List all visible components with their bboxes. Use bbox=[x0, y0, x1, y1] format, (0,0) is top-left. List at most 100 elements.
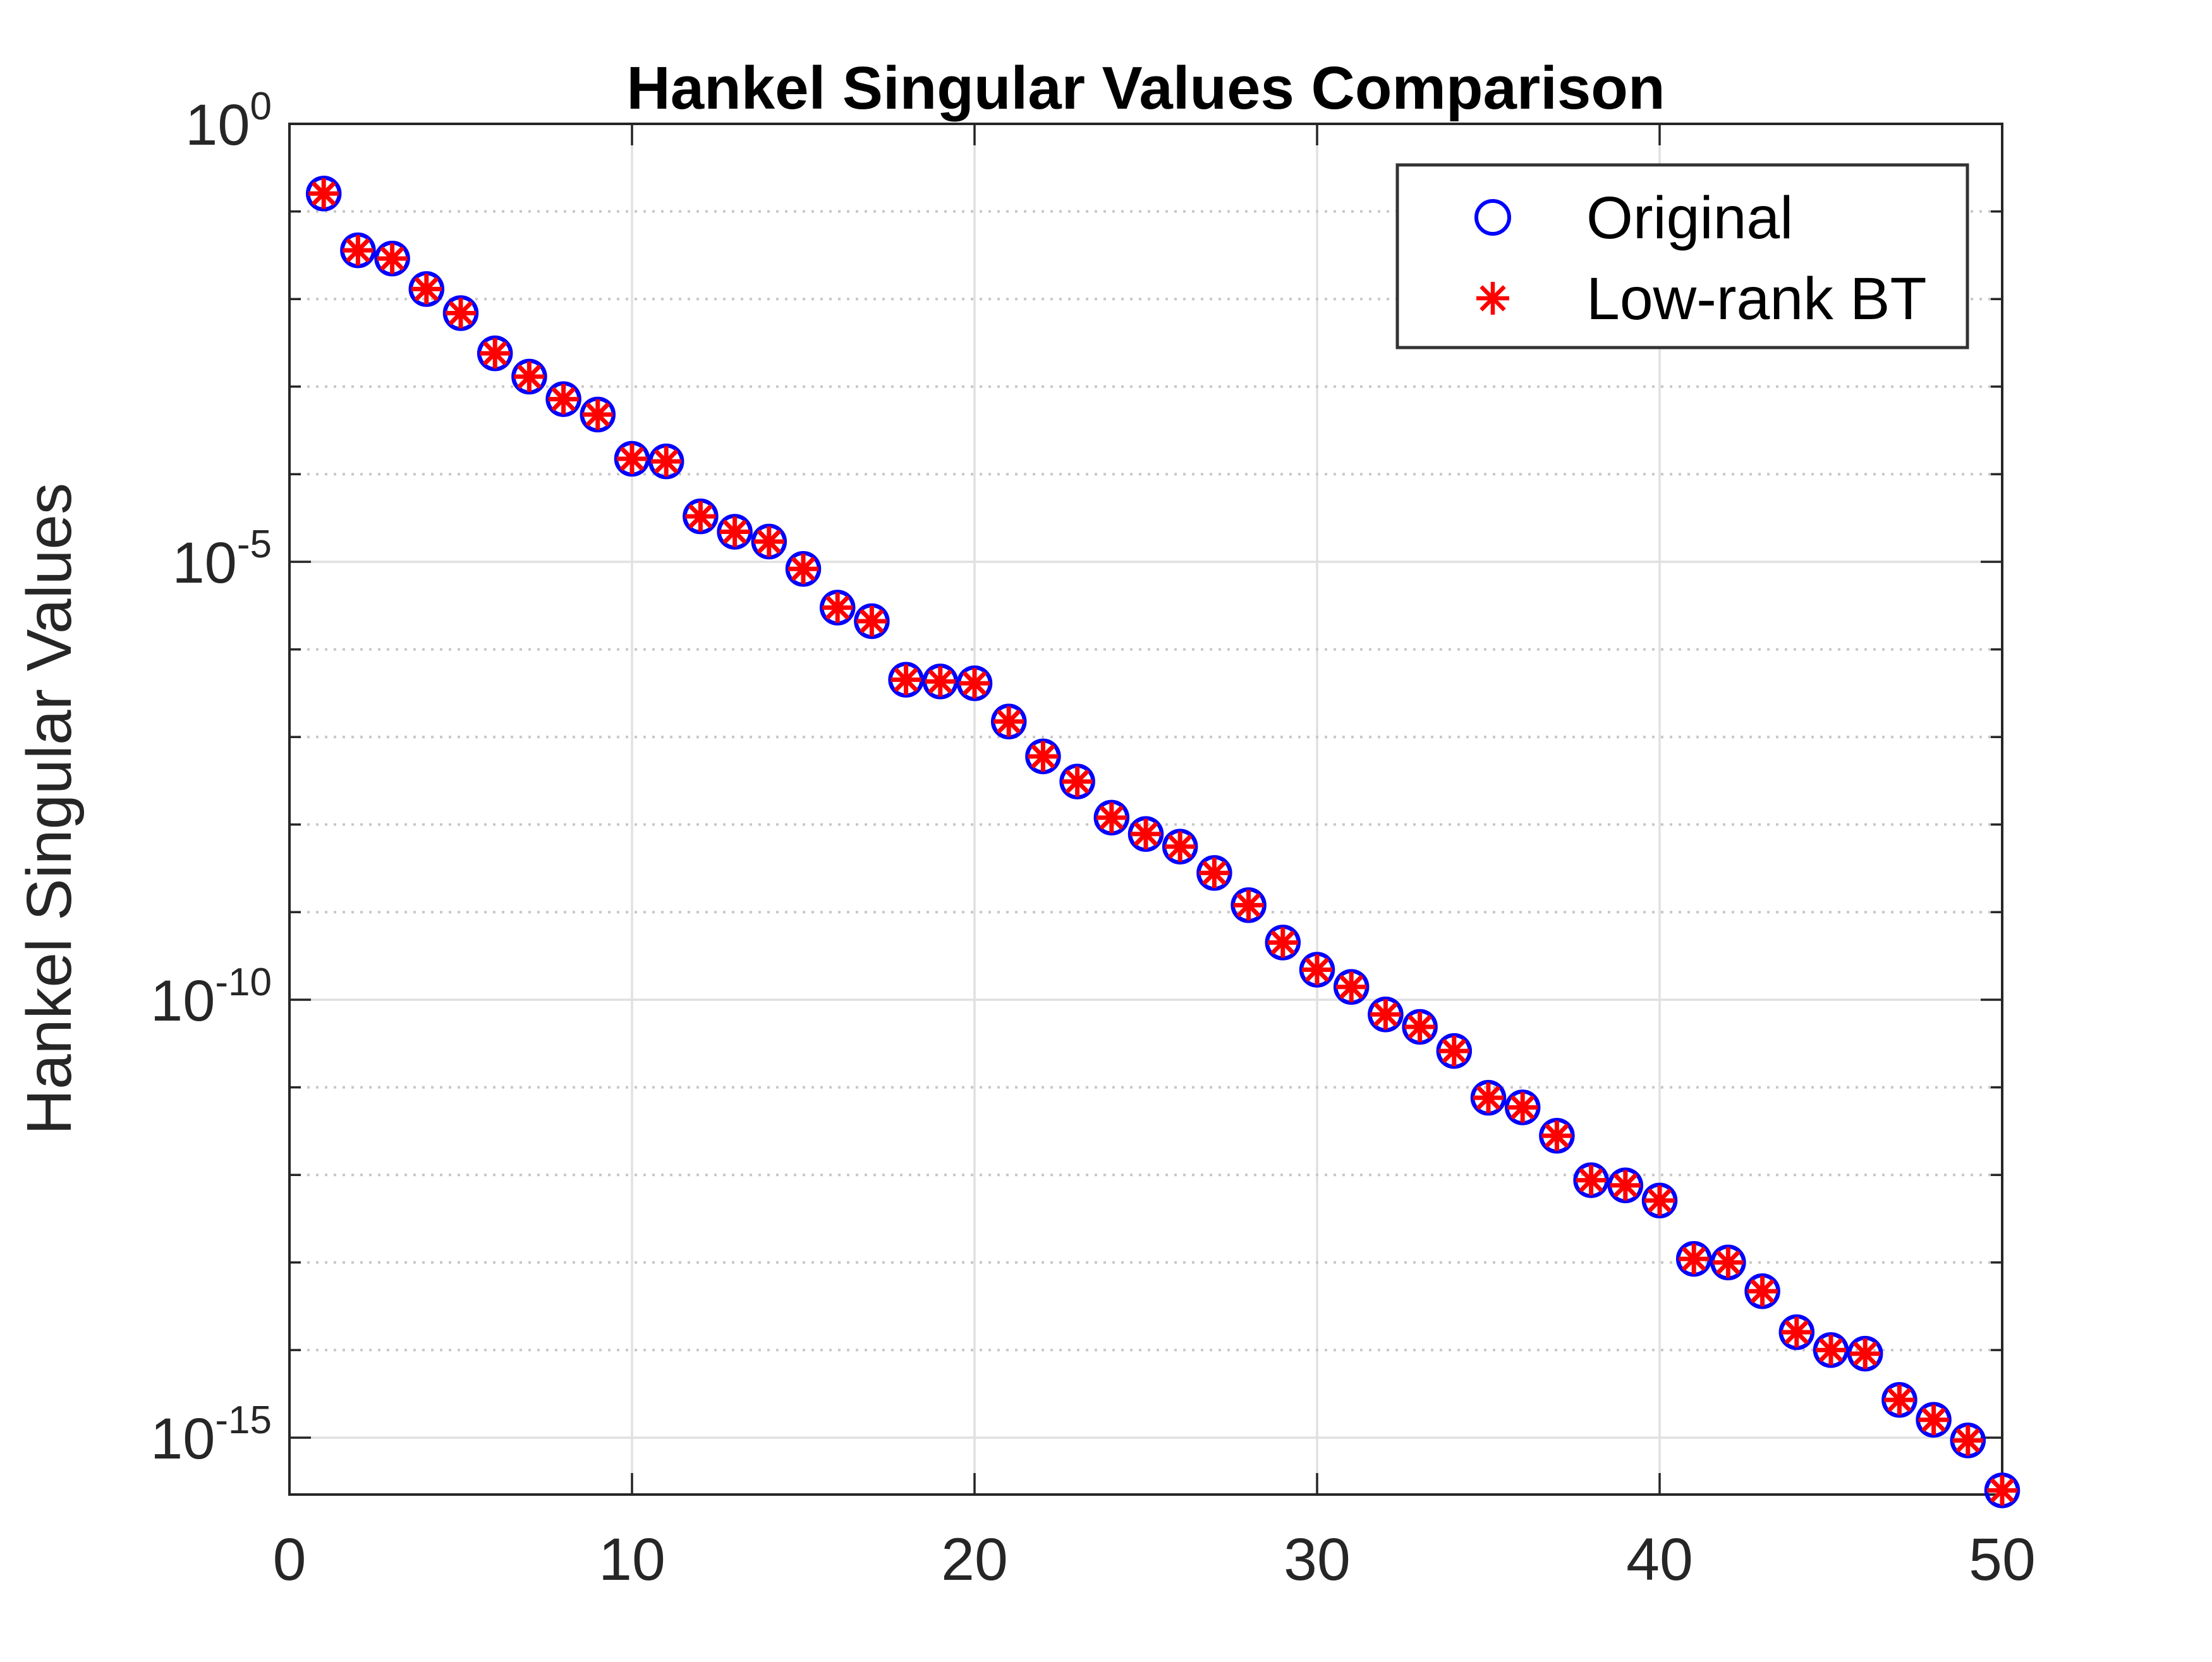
lowrank-bt-marker bbox=[1507, 1092, 1538, 1123]
original-marker bbox=[1847, 1335, 1883, 1372]
original-marker bbox=[1299, 952, 1335, 988]
original-marker bbox=[1710, 1244, 1746, 1281]
lowrank-bt-marker bbox=[788, 554, 818, 585]
plot-frame bbox=[288, 123, 2003, 1496]
x-tick-label: 10 bbox=[599, 1526, 665, 1593]
lowrank-bt-marker bbox=[651, 446, 682, 477]
lowrank-bt-marker bbox=[1473, 1083, 1504, 1113]
original-marker bbox=[477, 335, 513, 372]
asterisk-icon bbox=[1476, 282, 1509, 315]
original-marker bbox=[1641, 1182, 1678, 1218]
original-marker bbox=[717, 514, 753, 550]
lowrank-bt-marker bbox=[1850, 1338, 1881, 1369]
original-marker bbox=[888, 662, 924, 698]
lowrank-bt-marker bbox=[856, 605, 887, 636]
legend-box bbox=[1395, 163, 1969, 349]
original-marker bbox=[683, 498, 719, 535]
tick-label-layer: 0 10 20 30 40 50 100 10-5 10-10 10-15 bbox=[150, 85, 2036, 1593]
original-marker bbox=[1059, 763, 1095, 799]
lowrank-bt-marker bbox=[1747, 1276, 1778, 1307]
y-axis-label: Hankel Singular Values bbox=[14, 483, 85, 1135]
tick-layer bbox=[289, 123, 2002, 1495]
y-tick-label: 100 bbox=[185, 85, 272, 157]
original-marker bbox=[1127, 816, 1164, 852]
original-marker bbox=[305, 176, 342, 212]
original-marker bbox=[1265, 925, 1301, 961]
lowrank-bt-marker bbox=[1644, 1185, 1675, 1216]
x-tick-label: 0 bbox=[273, 1526, 307, 1593]
lowrank-bt-marker bbox=[411, 274, 442, 305]
lowrank-bt-marker bbox=[822, 592, 853, 623]
original-marker bbox=[1881, 1381, 1917, 1418]
lowrank-bt-marker bbox=[1952, 1425, 1983, 1456]
lowrank-bt-marker bbox=[514, 361, 545, 392]
lowrank-bt-marker bbox=[753, 526, 784, 557]
lowrank-bt-marker bbox=[1233, 890, 1264, 921]
lowrank-bt-marker bbox=[890, 664, 921, 695]
lowrank-bt-marker bbox=[377, 243, 408, 274]
lowrank-bt-marker bbox=[343, 235, 374, 266]
y-tick-label: 10-5 bbox=[173, 523, 272, 595]
original-marker bbox=[1436, 1033, 1473, 1069]
original-marker bbox=[1093, 799, 1130, 836]
original-marker bbox=[340, 232, 376, 269]
original-marker bbox=[1162, 828, 1198, 864]
original-marker bbox=[1950, 1422, 1986, 1459]
original-marker bbox=[511, 358, 547, 395]
original-marker bbox=[1675, 1240, 1712, 1277]
lowrank-bt-marker bbox=[1370, 999, 1401, 1030]
original-marker bbox=[1231, 887, 1267, 923]
original-marker bbox=[956, 665, 993, 701]
lowrank-bt-marker bbox=[959, 668, 990, 699]
original-marker bbox=[1607, 1167, 1644, 1203]
lowrank-bt-marker bbox=[1884, 1385, 1915, 1416]
legend-entry-lowrank-bt: Low-rank BT bbox=[1586, 265, 1927, 332]
lowrank-bt-marker bbox=[446, 298, 476, 329]
original-marker bbox=[1573, 1162, 1609, 1198]
original-marker bbox=[648, 443, 684, 480]
original-marker bbox=[1333, 969, 1370, 1005]
original-marker bbox=[990, 703, 1027, 740]
original-marker bbox=[408, 271, 445, 307]
lowrank-bt-marker bbox=[994, 706, 1024, 737]
x-tick-label: 20 bbox=[941, 1526, 1008, 1593]
lowrank-bt-marker bbox=[1404, 1011, 1435, 1042]
lowrank-bt-marker bbox=[1576, 1165, 1607, 1196]
lowrank-bt-marker bbox=[1713, 1247, 1744, 1278]
original-marker bbox=[785, 550, 822, 587]
lowrank-bt-marker bbox=[685, 501, 716, 532]
y-tick-label: 10-15 bbox=[150, 1398, 272, 1471]
marker-layer bbox=[305, 176, 2021, 1508]
original-marker bbox=[1916, 1402, 1952, 1438]
legend: Original Low-rank BT bbox=[1395, 163, 1969, 349]
lowrank-bt-marker bbox=[1816, 1335, 1846, 1366]
lowrank-bt-marker bbox=[1438, 1036, 1469, 1067]
lowrank-bt-marker bbox=[1918, 1404, 1949, 1435]
original-marker bbox=[1196, 855, 1232, 891]
lowrank-bt-marker bbox=[582, 399, 613, 430]
lowrank-bt-marker bbox=[308, 178, 339, 209]
y-tick-label: 10-10 bbox=[150, 961, 272, 1033]
original-marker bbox=[1504, 1089, 1541, 1125]
lowrank-bt-marker bbox=[480, 338, 511, 369]
lowrank-bt-marker bbox=[548, 384, 579, 415]
original-marker bbox=[1402, 1009, 1438, 1045]
lowrank-bt-marker bbox=[1199, 858, 1230, 889]
lowrank-bt-marker bbox=[925, 666, 956, 697]
x-tick-label: 40 bbox=[1626, 1526, 1693, 1593]
original-marker bbox=[442, 295, 479, 331]
original-marker bbox=[922, 664, 959, 700]
lowrank-bt-marker bbox=[1610, 1170, 1641, 1201]
lowrank-bt-marker bbox=[719, 516, 750, 547]
lowrank-bt-marker bbox=[617, 443, 647, 474]
lowrank-bt-marker bbox=[1541, 1120, 1572, 1151]
original-marker bbox=[1470, 1079, 1507, 1116]
original-marker bbox=[819, 590, 856, 626]
original-marker bbox=[1984, 1472, 2021, 1508]
x-tick-label: 30 bbox=[1284, 1526, 1351, 1593]
original-marker bbox=[545, 381, 581, 417]
lowrank-bt-marker bbox=[1096, 802, 1127, 833]
original-marker bbox=[1368, 996, 1404, 1033]
grid-layer bbox=[289, 124, 2002, 1495]
